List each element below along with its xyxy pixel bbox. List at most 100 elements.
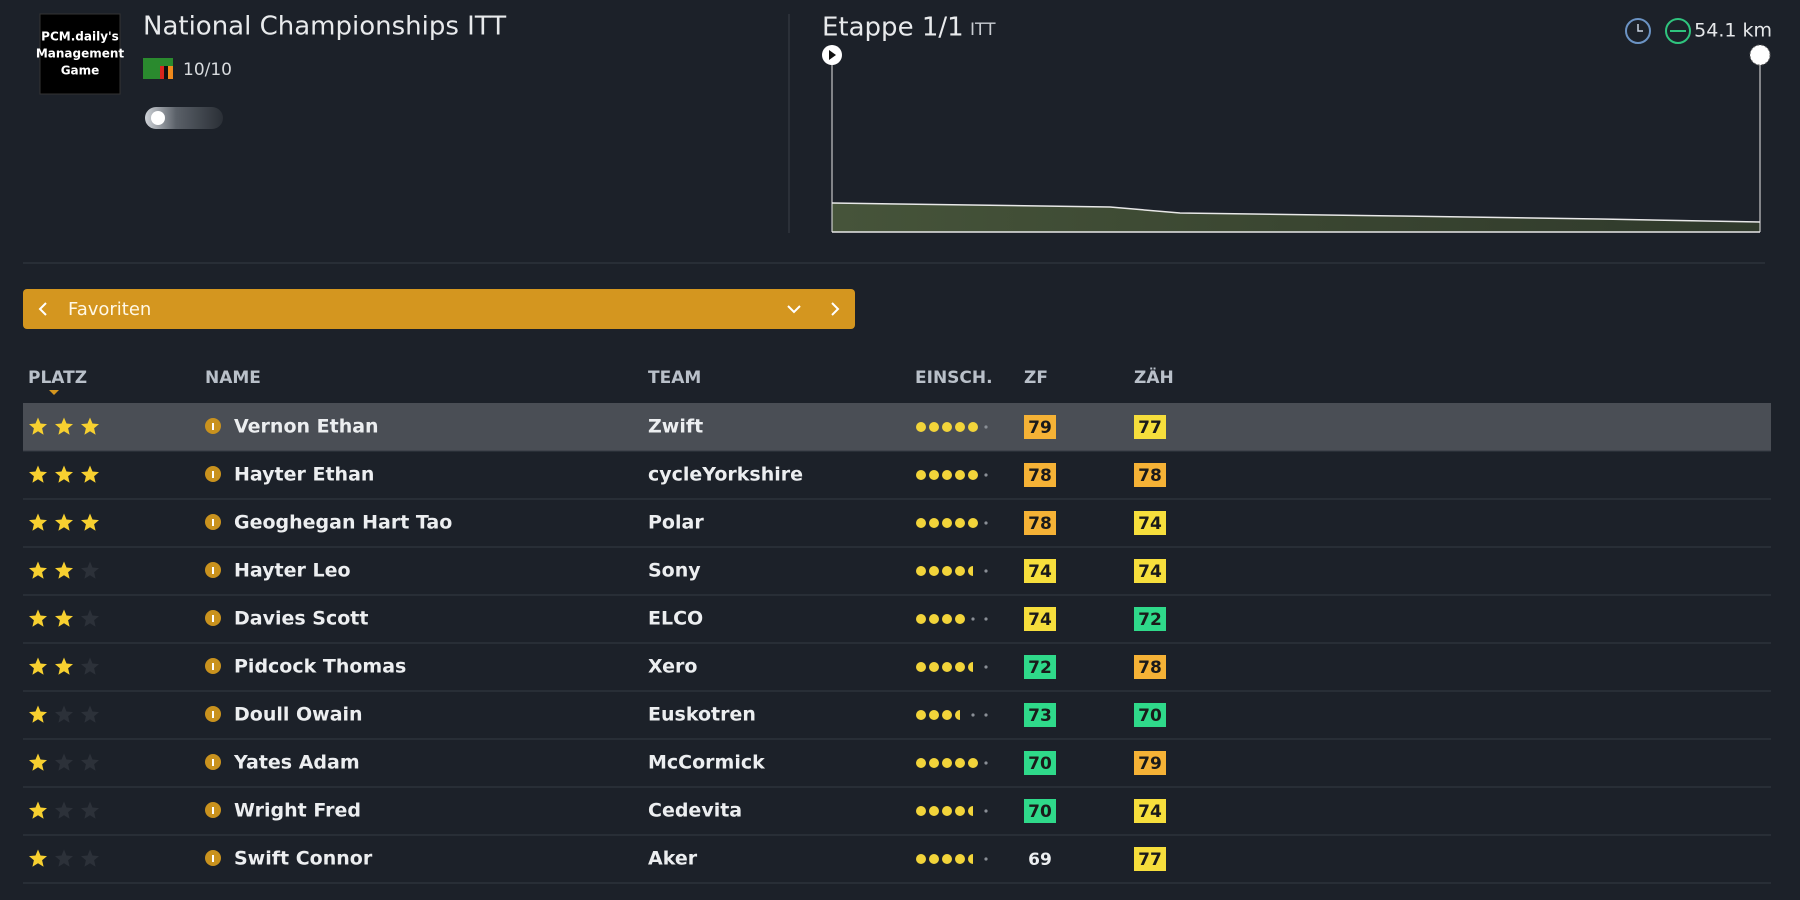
column-header[interactable]: EINSCH. — [915, 368, 993, 388]
form-dot — [929, 854, 939, 864]
rider-name[interactable]: Vernon Ethan — [234, 416, 379, 438]
star — [81, 513, 99, 531]
star — [81, 849, 99, 867]
rider-name[interactable]: Swift Connor — [234, 848, 373, 870]
form-dot — [916, 662, 926, 672]
filter-label: Favoriten — [68, 299, 151, 320]
stage-profile — [822, 44, 1771, 233]
stat-value: 78 — [1028, 466, 1052, 486]
column-header[interactable]: PLATZ — [28, 368, 87, 388]
sort-indicator — [49, 390, 59, 395]
form-dot — [929, 518, 939, 528]
form-dot — [968, 758, 978, 768]
star — [29, 561, 47, 579]
stat-badge — [1024, 751, 1056, 775]
form-dot-empty — [984, 857, 988, 861]
rider-name[interactable]: Yates Adam — [233, 752, 360, 774]
form-dot-empty — [984, 473, 988, 477]
stat-value: 70 — [1138, 706, 1162, 726]
form-dot-empty — [971, 713, 975, 717]
stat-badge — [1024, 559, 1056, 583]
rider-name[interactable]: Pidcock Thomas — [234, 656, 406, 678]
form-dot — [942, 806, 952, 816]
form-dot-half — [968, 854, 973, 864]
team-name: Cedevita — [648, 800, 742, 822]
form-dot-half — [968, 662, 973, 672]
star — [55, 609, 73, 627]
rider-name[interactable]: Hayter Leo — [234, 560, 351, 582]
stat-value: 70 — [1028, 754, 1052, 774]
form-dot — [955, 662, 965, 672]
weather-toggle[interactable] — [145, 107, 223, 129]
column-header[interactable]: TEAM — [648, 368, 701, 388]
team-name: Zwift — [648, 416, 703, 438]
race-title: National Championships ITT — [143, 12, 506, 42]
form-dot — [942, 854, 952, 864]
filter-dropdown[interactable] — [23, 289, 855, 329]
star — [55, 849, 73, 867]
rider-name[interactable]: Hayter Ethan — [234, 464, 374, 486]
info-icon-glyph — [212, 807, 214, 814]
team-name: Xero — [648, 656, 697, 678]
star — [55, 801, 73, 819]
form-dot — [955, 566, 965, 576]
terrain-icon — [1665, 18, 1691, 44]
form-dot — [942, 470, 952, 480]
form-dot — [942, 518, 952, 528]
star — [29, 705, 47, 723]
form-dot-half — [968, 806, 973, 816]
team-name: cycleYorkshire — [648, 464, 803, 486]
stat-value: 72 — [1138, 610, 1162, 630]
form-dot — [942, 422, 952, 432]
rider-name[interactable]: Geoghegan Hart Tao — [234, 512, 452, 534]
star — [55, 753, 73, 771]
star — [81, 753, 99, 771]
rider-name[interactable]: Doull Owain — [234, 704, 363, 726]
column-header[interactable]: ZF — [1024, 368, 1048, 388]
stat-badge — [1134, 751, 1166, 775]
rider-name[interactable]: Wright Fred — [234, 800, 361, 822]
stat-value: 74 — [1138, 802, 1162, 822]
star — [29, 753, 47, 771]
star — [55, 465, 73, 483]
column-header[interactable]: ZÄH — [1134, 366, 1174, 388]
stat-badge — [1024, 703, 1056, 727]
form-dot — [942, 614, 952, 624]
form-dot-half — [955, 710, 960, 720]
stat-value: 74 — [1138, 562, 1162, 582]
star — [81, 417, 99, 435]
stat-badge — [1134, 847, 1166, 871]
stat-value: 74 — [1028, 562, 1052, 582]
team-name: ELCO — [648, 608, 703, 630]
logo-text: Management — [36, 47, 125, 61]
star — [29, 849, 47, 867]
form-dot — [955, 614, 965, 624]
distance: 54.1 km — [1694, 20, 1772, 42]
stat-value: 69 — [1028, 850, 1052, 870]
info-icon-glyph — [212, 759, 214, 766]
stat-badge — [1024, 415, 1056, 439]
row-highlight — [23, 403, 1771, 451]
stat-value: 70 — [1028, 802, 1052, 822]
team-name: Polar — [648, 512, 704, 534]
column-header[interactable]: NAME — [205, 368, 261, 388]
stat-badge — [1024, 463, 1056, 487]
info-icon-glyph — [212, 663, 214, 670]
form-dot — [929, 422, 939, 432]
rider-name[interactable]: Davies Scott — [234, 608, 368, 630]
stat-value: 79 — [1138, 754, 1162, 774]
stage-title: Etappe 1/1 — [822, 13, 964, 43]
form-dot — [916, 806, 926, 816]
stat-value: 78 — [1138, 466, 1162, 486]
team-name: Aker — [648, 848, 698, 870]
form-dot — [916, 518, 926, 528]
stat-badge — [1134, 607, 1166, 631]
form-dot — [916, 422, 926, 432]
info-icon-glyph — [212, 519, 214, 526]
form-dot-empty — [984, 713, 988, 717]
team-name: Euskotren — [648, 704, 756, 726]
logo — [39, 13, 121, 95]
stat-value: 72 — [1028, 658, 1052, 678]
form-dot — [942, 662, 952, 672]
